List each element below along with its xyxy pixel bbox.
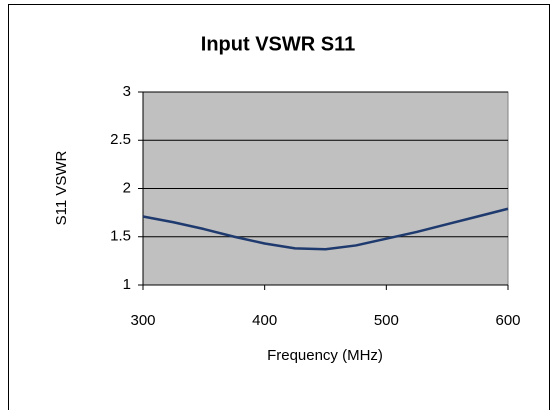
chart-title: Input VSWR S11 [201, 33, 355, 55]
y-tick-label: 2.5 [110, 131, 131, 148]
line-series [142, 207, 509, 251]
x-tick-label: 300 [130, 312, 155, 329]
x-tick-label: 400 [252, 312, 277, 329]
x-tick-label: 500 [374, 312, 399, 329]
y-axis-label: S11 VSWR [53, 150, 70, 225]
y-tick-label: 1.5 [110, 228, 131, 245]
y-tick-label: 3 [123, 83, 131, 100]
y-tick-label: 1 [123, 276, 131, 293]
y-tick-label: 2 [123, 179, 131, 196]
x-axis-label: Frequency (MHz) [267, 347, 383, 364]
x-tick-label: 600 [495, 312, 520, 329]
